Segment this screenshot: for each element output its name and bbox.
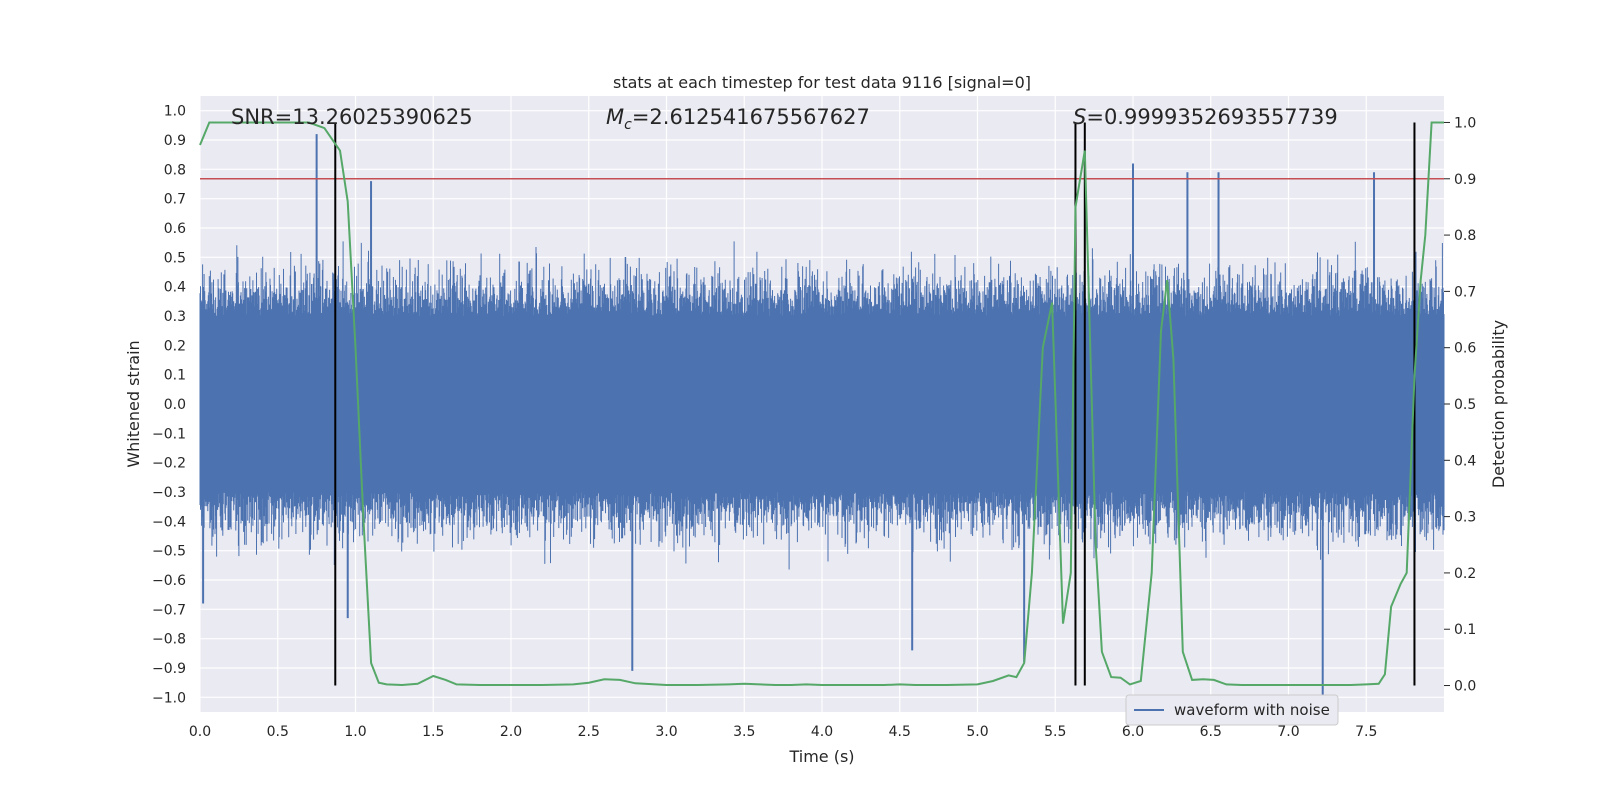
y-left-tick-label: −0.5	[152, 544, 186, 560]
y-axis-left-ticks: 1.0 0.9 0.8 0.7 0.6 0.5 0.4 0.3 0.2 0.1 0.0 −0.1 −0.…	[152, 104, 186, 707]
y-right-tick-label: 0.5	[1454, 397, 1476, 413]
legend-label: waveform with noise	[1174, 701, 1330, 719]
y-right-tick-label: 0.1	[1454, 622, 1476, 638]
x-tick-label: 1.5	[422, 724, 444, 740]
y-right-tick-label: 0.0	[1454, 679, 1476, 695]
chirp-mass-annotation: Mc=2.612541675567627	[606, 105, 870, 133]
score-annotation: S=0.9999352693557739	[1073, 105, 1338, 129]
x-tick-label: 1.0	[344, 724, 366, 740]
x-tick-label: 6.5	[1200, 724, 1222, 740]
x-tick-label: 5.5	[1044, 724, 1066, 740]
y-left-tick-label: 0.7	[164, 192, 186, 208]
x-tick-label: 4.0	[811, 724, 833, 740]
waveform-core-band	[200, 316, 1444, 492]
detection-probability-line	[199, 121, 1444, 687]
y-left-tick-label: 0.2	[164, 338, 186, 354]
y-left-tick-label: −0.1	[152, 426, 186, 442]
x-tick-label: 5.0	[966, 724, 988, 740]
y-right-tick-label: 0.2	[1454, 566, 1476, 582]
y-left-tick-label: −0.9	[152, 661, 186, 677]
y-right-tick-label: 1.0	[1454, 115, 1476, 131]
legend: waveform with noise	[1125, 694, 1339, 726]
y-right-tick-label: 0.8	[1454, 228, 1476, 244]
x-tick-label: 0.0	[189, 724, 211, 740]
y-left-tick-label: −0.2	[152, 456, 186, 472]
y-right-tick-label: 0.3	[1454, 510, 1476, 526]
x-tick-label: 2.5	[578, 724, 600, 740]
x-tick-label: 7.5	[1355, 724, 1377, 740]
x-tick-label: 3.0	[655, 724, 677, 740]
y-right-tick-label: 0.9	[1454, 172, 1476, 188]
y-right-tick-label: 0.7	[1454, 284, 1476, 300]
x-tick-label: 7.0	[1277, 724, 1299, 740]
y-left-tick-label: −1.0	[152, 690, 186, 706]
y-left-tick-label: −0.3	[152, 485, 186, 501]
chart-title: stats at each timestep for test data 911…	[613, 73, 1031, 92]
y-left-tick-label: −0.6	[152, 573, 186, 589]
y-left-tick-label: −0.7	[152, 602, 186, 618]
x-tick-label: 2.0	[500, 724, 522, 740]
x-tick-label: 4.5	[889, 724, 911, 740]
y-axis-right-label: Detection probability	[1489, 320, 1508, 488]
x-tick-label: 6.0	[1122, 724, 1144, 740]
y-left-tick-label: 1.0	[164, 104, 186, 120]
y-left-tick-label: 0.5	[164, 250, 186, 266]
y-right-tick-label: 0.4	[1454, 453, 1476, 469]
y-right-tick-label: 0.6	[1454, 341, 1476, 357]
legend-box	[1125, 694, 1339, 726]
x-tick-label: 0.5	[267, 724, 289, 740]
y-left-tick-label: 0.6	[164, 221, 186, 237]
y-left-tick-label: 0.0	[164, 397, 186, 413]
x-axis-ticks: 0.0 0.5 1.0 1.5 2.0 2.5 3.0 3.5 4.0 4.5 5.0 5.5 6.0 6…	[189, 724, 1378, 740]
waveform-series	[199, 241, 1445, 570]
y-left-tick-label: 0.1	[164, 368, 186, 384]
y-left-tick-label: −0.8	[152, 632, 186, 648]
x-axis-label: Time (s)	[788, 747, 854, 766]
snr-annotation: SNR=13.26025390625	[231, 105, 473, 129]
y-left-tick-label: 0.4	[164, 280, 186, 296]
y-left-tick-label: −0.4	[152, 514, 186, 530]
y-left-tick-label: 0.9	[164, 133, 186, 149]
y-axis-right-ticks: 1.0 0.9 0.8 0.7 0.6 0.5 0.4 0.3 0.2 0.1 0.0	[1444, 115, 1476, 695]
y-left-tick-label: 0.3	[164, 309, 186, 325]
y-left-tick-label: 0.8	[164, 162, 186, 178]
y-axis-left-label: Whitened strain	[124, 340, 143, 467]
x-tick-label: 3.5	[733, 724, 755, 740]
